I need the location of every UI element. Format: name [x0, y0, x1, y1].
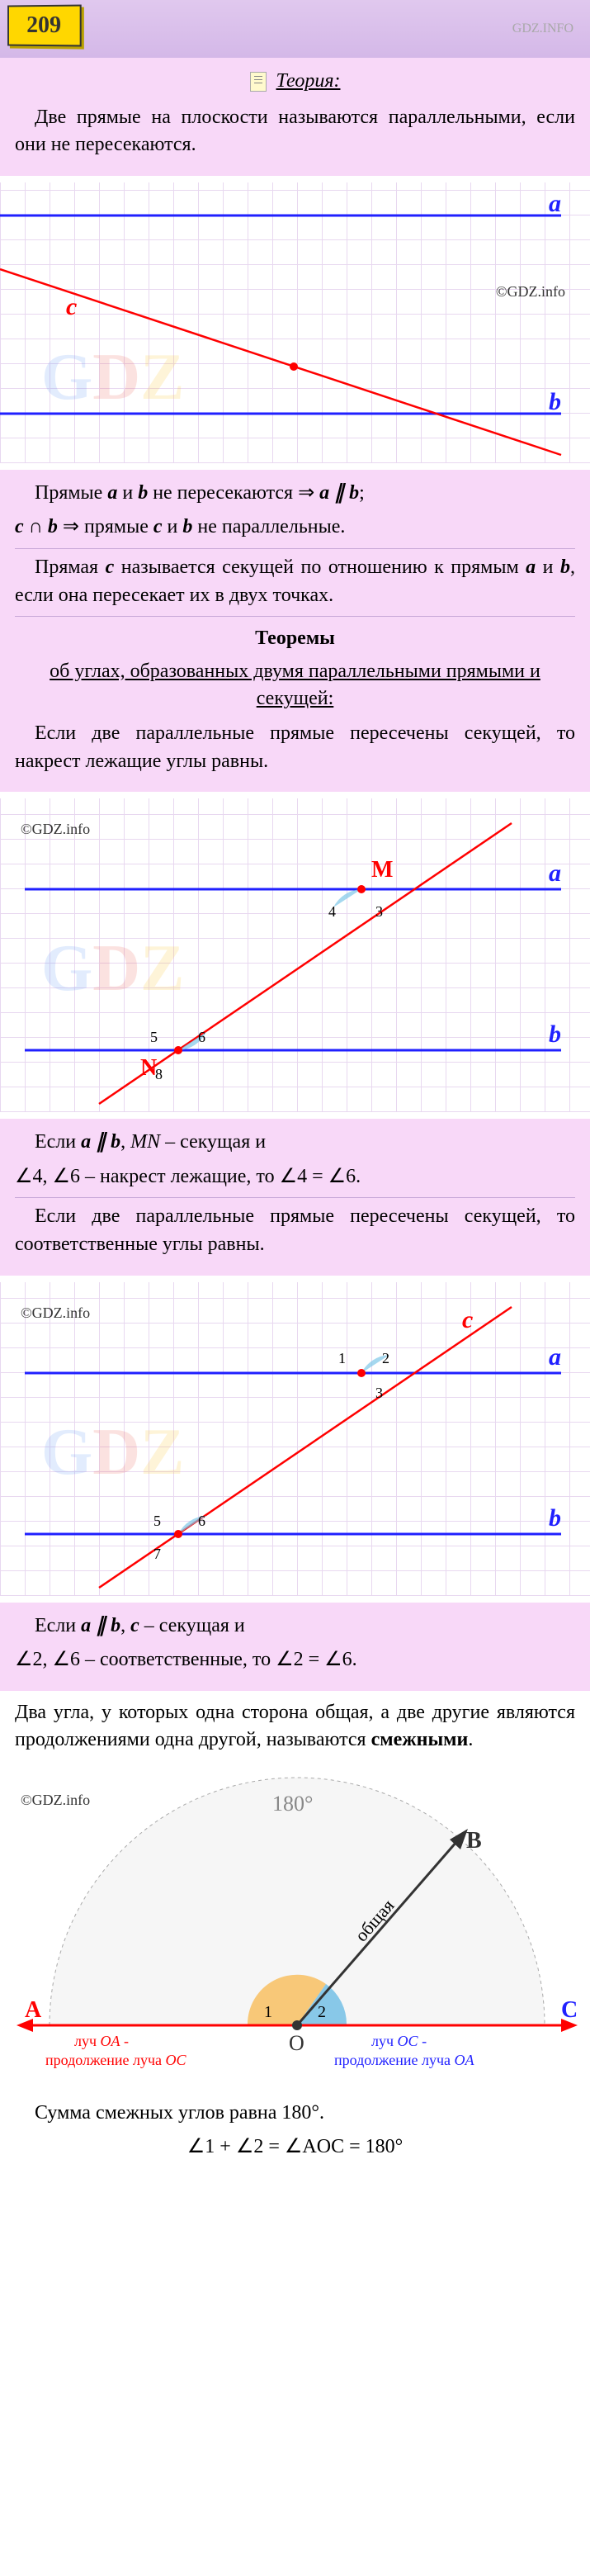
svg-text:7: 7 — [153, 1546, 161, 1562]
line-b-label: b — [549, 388, 561, 415]
svg-text:3: 3 — [375, 903, 383, 920]
diagram-adjacent-angles: 180° A B C O 1 2 общая луч OA - продолже… — [0, 1769, 590, 2083]
theorem2-conc-line2: ∠2, ∠6 – соответственные, то ∠2 = ∠6. — [15, 1646, 575, 1674]
sum-adjacent-block: Сумма смежных углов равна 180°. ∠1 + ∠2 … — [0, 2090, 590, 2171]
diagram-alternate-angles: a b 4 3 6 5 M N 8 ©GDZ.info GDZ — [0, 798, 590, 1112]
svg-text:a: a — [549, 859, 561, 887]
svg-text:луч OA -: луч OA - — [74, 2033, 129, 2049]
para-secant-def: Прямая c называется секущей по отношению… — [15, 554, 575, 609]
svg-text:M: M — [371, 857, 393, 883]
svg-text:C: C — [561, 1997, 578, 2023]
svg-text:b: b — [549, 1020, 561, 1048]
divider-2 — [15, 616, 575, 617]
header-bar: 209 GDZ.INFO — [0, 0, 590, 58]
svg-text:продолжение луча OC: продолжение луча OC — [45, 2052, 186, 2068]
svg-text:5: 5 — [150, 1029, 158, 1045]
svg-text:3: 3 — [375, 1385, 383, 1401]
diagram1-svg: a b c — [0, 182, 590, 463]
theorems-subtitle: об углах, образованных двумя параллельны… — [15, 658, 575, 713]
theory-header: Теория: — [15, 68, 575, 96]
theorem1-conclusion: Если a ∥ b, MN – секущая и ∠4, ∠6 – накр… — [0, 1119, 590, 1275]
svg-text:2: 2 — [318, 2003, 326, 2021]
divider-1 — [15, 548, 575, 549]
theorem-1: Если две параллельные прямые пересечены … — [15, 720, 575, 775]
svg-text:5: 5 — [153, 1513, 161, 1529]
theorem1-conc-line1: Если a ∥ b, MN – секущая и — [15, 1129, 575, 1157]
svg-text:1: 1 — [264, 2003, 272, 2021]
line-c-label: c — [66, 293, 77, 320]
diagram4-svg: 180° A B C O 1 2 общая луч OA - продолже… — [0, 1769, 590, 2083]
diagram-parallel-lines: a b c ©GDZ.info GDZ — [0, 182, 590, 463]
badge-number: 209 — [26, 9, 61, 42]
line-a-label: a — [549, 190, 561, 217]
svg-text:180°: 180° — [272, 1792, 313, 1816]
theory-label: Теория: — [276, 70, 341, 92]
note-icon — [250, 72, 267, 92]
svg-text:6: 6 — [198, 1513, 205, 1529]
theory-section: Теория: Две прямые на плоскости называют… — [0, 58, 590, 176]
theorem2-conclusion: Если a ∥ b, c – секущая и ∠2, ∠6 – соотв… — [0, 1603, 590, 1691]
theorems-title: Теоремы — [15, 625, 575, 653]
theorem2-conc-line1: Если a ∥ b, c – секущая и — [15, 1612, 575, 1641]
diagram-corresponding-angles: a b c 2 1 3 6 5 7 ©GDZ.info GDZ — [0, 1282, 590, 1596]
sum-adjacent: Сумма смежных углов равна 180°. — [15, 2100, 575, 2128]
svg-text:a: a — [549, 1343, 561, 1371]
svg-text:b: b — [549, 1504, 561, 1532]
para-c-b-intersect: c ∩ b ⇒ прямые c и b не параллельные. — [15, 514, 575, 542]
divider-3 — [15, 1197, 575, 1198]
theorem-2: Если две параллельные прямые пересечены … — [15, 1203, 575, 1258]
para-a-b-parallel: Прямые a и b не пересекаются ⇒ a ∥ b; — [15, 480, 575, 508]
diagram2-svg: a b 4 3 6 5 M N 8 — [0, 798, 590, 1112]
svg-text:c: c — [462, 1306, 473, 1333]
svg-text:1: 1 — [338, 1350, 346, 1366]
svg-text:B: B — [466, 1828, 482, 1854]
svg-text:6: 6 — [198, 1029, 205, 1045]
svg-text:продолжение луча OA: продолжение луча OA — [334, 2052, 474, 2068]
gdz-watermark-header: GDZ.INFO — [512, 20, 573, 38]
svg-text:8: 8 — [155, 1066, 163, 1082]
svg-text:A: A — [25, 1997, 42, 2023]
adjacent-definition: Два угла, у которых одна сторона общая, … — [15, 1699, 575, 1754]
diagram3-svg: a b c 2 1 3 6 5 7 — [0, 1282, 590, 1596]
svg-text:2: 2 — [382, 1350, 389, 1366]
definition-parallel: Две прямые на плоскости называются парал… — [15, 104, 575, 159]
theory-text-block-1: Прямые a и b не пересекаются ⇒ a ∥ b; c … — [0, 470, 590, 792]
adjacent-def-block: Два угла, у которых одна сторона общая, … — [0, 1691, 590, 1763]
sum-equation: ∠1 + ∠2 = ∠AOC = 180° — [15, 2133, 575, 2162]
svg-text:луч OC -: луч OC - — [371, 2033, 427, 2049]
copyright-1: ©GDZ.info — [496, 282, 565, 302]
svg-text:O: O — [289, 2031, 304, 2055]
exercise-badge: 209 — [7, 4, 82, 46]
theorem1-conc-line2: ∠4, ∠6 – накрест лежащие, то ∠4 = ∠6. — [15, 1163, 575, 1191]
copyright-3: ©GDZ.info — [21, 1303, 90, 1324]
svg-text:4: 4 — [328, 903, 336, 920]
copyright-4: ©GDZ.info — [21, 1790, 90, 1811]
copyright-2: ©GDZ.info — [21, 819, 90, 840]
